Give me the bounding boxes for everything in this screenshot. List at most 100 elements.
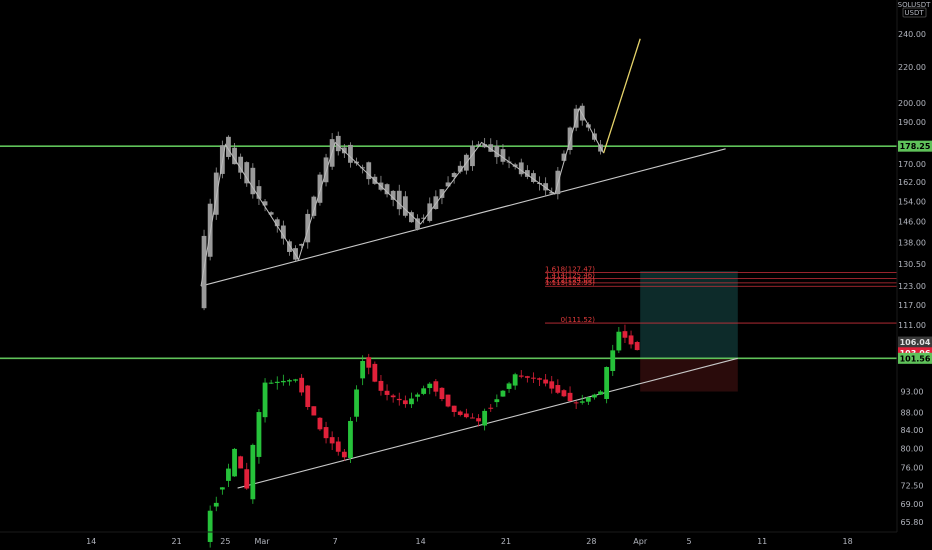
candle-body: [323, 427, 329, 439]
candle-body: [396, 190, 402, 210]
candle-body: [402, 196, 408, 216]
candle-body: [402, 400, 408, 405]
candle-body: [543, 379, 549, 384]
candle-body: [445, 182, 451, 187]
candle-body: [293, 379, 298, 381]
candle-body: [213, 502, 219, 507]
candle-body: [561, 153, 567, 161]
candle-body: [244, 469, 250, 489]
time-tick-label: 21: [172, 537, 182, 546]
candle-body: [299, 377, 305, 393]
candle-body: [482, 144, 488, 148]
candle-body: [305, 213, 311, 243]
candle-body: [335, 135, 341, 152]
candle-body: [354, 389, 359, 417]
price-tag-label: 178.25: [900, 142, 931, 151]
candle-body: [409, 398, 414, 405]
candle-body: [232, 448, 237, 477]
price-axis[interactable]: 240.00 220.00 200.00 190.00 170.00 162.00 154.…: [898, 30, 926, 527]
target-zone[interactable]: [640, 271, 738, 359]
fibonacci-extension[interactable]: 1.618(127.47)1.414(125.46)1.272(124.05)1…: [545, 266, 897, 324]
candle-body: [598, 391, 603, 395]
candle-body: [524, 376, 530, 378]
candle-body: [476, 144, 481, 146]
candle-body: [524, 170, 530, 177]
candle-body: [256, 412, 262, 457]
candle-body: [537, 378, 542, 380]
price-tick-label: 84.00: [901, 426, 924, 435]
candle-body: [244, 162, 250, 184]
candle-body: [360, 360, 366, 379]
currency-badge[interactable]: [902, 7, 927, 18]
candle-body: [506, 383, 512, 389]
candle-body: [488, 407, 494, 409]
candle-body: [628, 335, 634, 345]
candle-body: [317, 417, 323, 430]
stop-zone[interactable]: [640, 358, 738, 392]
candle-body: [518, 375, 524, 377]
fib-level-label: 1.414(125.46): [545, 272, 595, 280]
candle-body: [500, 390, 506, 397]
candle-body: [213, 172, 219, 215]
candle-body: [518, 162, 524, 175]
candle-body: [573, 402, 579, 404]
zigzag-line[interactable]: [200, 107, 605, 287]
candle-body: [451, 405, 457, 412]
candle-body: [470, 417, 475, 419]
candle-body: [592, 394, 597, 398]
price-tag-label: 106.04: [900, 338, 931, 347]
candle-body: [250, 444, 256, 500]
candle-body: [323, 157, 329, 183]
candle-body: [421, 217, 427, 219]
upper-trendline[interactable]: [200, 148, 726, 287]
price-tick-label: 80.00: [901, 444, 924, 453]
candle-body: [512, 374, 518, 386]
candle-body: [585, 397, 591, 402]
candle-body: [439, 387, 445, 400]
candle-body: [433, 196, 439, 209]
candle-body: [604, 367, 610, 399]
projection-line[interactable]: [602, 38, 641, 154]
candle-body: [579, 401, 585, 403]
price-tick-label: 154.00: [898, 197, 926, 206]
price-tick-label: 76.00: [901, 464, 924, 473]
lower-trendline[interactable]: [237, 357, 738, 489]
candle-body: [262, 201, 268, 206]
time-axis[interactable]: 14 21 25 Mar 7 14 21 28 Apr 5 11 18: [86, 537, 853, 546]
candle-body: [262, 382, 268, 418]
candle-body: [256, 186, 262, 199]
price-tag: [898, 347, 932, 359]
candle-body: [482, 410, 488, 426]
horizontal-levels[interactable]: [0, 145, 897, 360]
candle-body: [457, 165, 463, 172]
fib-level-label: 1.272(124.05): [545, 276, 595, 284]
candle-body: [439, 189, 445, 198]
candle-body: [531, 377, 536, 379]
candle-body: [457, 411, 463, 415]
candle-body: [561, 390, 567, 397]
candle-body: [348, 420, 353, 459]
time-tick-label: 25: [220, 537, 230, 546]
candle-body: [549, 191, 555, 194]
price-tick-label: 130.50: [898, 260, 926, 269]
price-tick-label: 146.00: [898, 217, 926, 226]
time-tick-label: 18: [843, 537, 853, 546]
zigzag-pattern[interactable]: [200, 38, 641, 287]
time-tick-label: 11: [757, 537, 767, 546]
price-tick-label: 88.00: [901, 408, 924, 417]
candle-body: [360, 167, 366, 169]
candle-body: [329, 437, 335, 444]
price-tick-label: 220.00: [898, 63, 926, 72]
candle-body: [268, 382, 274, 384]
price-tick-label: 111.00: [898, 321, 926, 330]
candle-body: [390, 190, 396, 200]
candle-body: [305, 385, 311, 408]
candle-body: [494, 399, 500, 403]
candle-body: [415, 218, 420, 229]
trendlines[interactable]: [200, 148, 738, 489]
candle-body: [421, 388, 427, 394]
candle-body: [622, 331, 628, 338]
candle-body: [616, 331, 622, 351]
